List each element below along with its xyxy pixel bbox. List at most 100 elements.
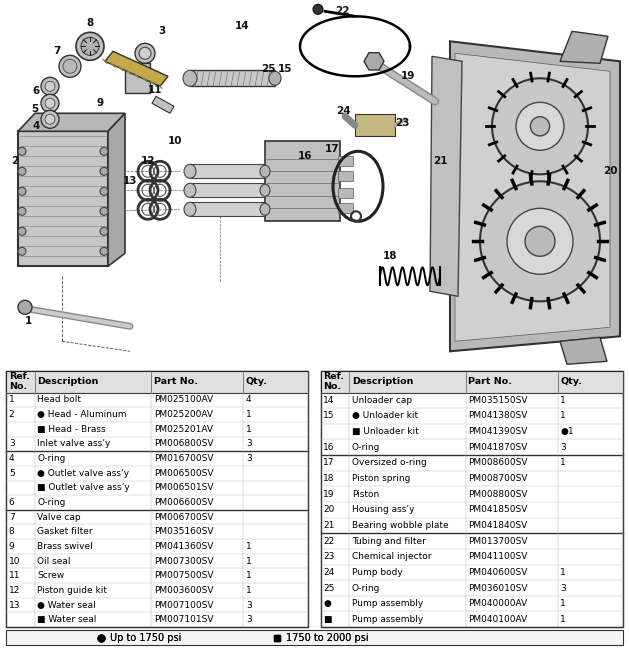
Text: Piston guide kit: Piston guide kit xyxy=(38,586,108,595)
Ellipse shape xyxy=(100,167,108,176)
Text: PM036010SV: PM036010SV xyxy=(468,583,528,592)
Text: 24: 24 xyxy=(323,568,335,577)
Text: ●1: ●1 xyxy=(560,427,574,436)
Circle shape xyxy=(525,226,555,257)
Text: 14: 14 xyxy=(235,21,249,31)
Text: PM041360SV: PM041360SV xyxy=(153,542,213,551)
Text: 17: 17 xyxy=(323,458,335,467)
Polygon shape xyxy=(18,113,125,132)
Bar xyxy=(355,114,395,136)
Text: ● Water seal: ● Water seal xyxy=(38,601,96,610)
Text: 8: 8 xyxy=(86,18,94,29)
Text: PM006501SV: PM006501SV xyxy=(153,483,213,492)
Ellipse shape xyxy=(183,70,197,86)
Ellipse shape xyxy=(100,207,108,215)
Text: Tubing and filter: Tubing and filter xyxy=(352,537,426,546)
Text: PM041840SV: PM041840SV xyxy=(468,521,528,530)
Polygon shape xyxy=(430,56,462,296)
Text: PM006800SV: PM006800SV xyxy=(153,439,213,448)
Text: 1: 1 xyxy=(246,542,252,551)
Bar xyxy=(6,630,623,645)
Text: Unloader cap: Unloader cap xyxy=(352,396,412,405)
Text: 1: 1 xyxy=(560,615,566,624)
Circle shape xyxy=(313,5,323,14)
Polygon shape xyxy=(108,113,125,266)
Text: PM025200AV: PM025200AV xyxy=(153,410,213,419)
Text: Oversized o-ring: Oversized o-ring xyxy=(352,458,426,467)
Text: 12: 12 xyxy=(9,586,20,595)
Text: 2: 2 xyxy=(11,156,19,167)
Circle shape xyxy=(45,114,55,124)
Bar xyxy=(190,202,265,216)
Text: O-ring: O-ring xyxy=(38,454,66,463)
Text: 1: 1 xyxy=(246,424,252,434)
Text: ■ Outlet valve ass’y: ■ Outlet valve ass’y xyxy=(38,483,130,492)
Polygon shape xyxy=(455,53,610,341)
Circle shape xyxy=(480,181,600,301)
Ellipse shape xyxy=(260,203,270,215)
Circle shape xyxy=(135,43,155,64)
Text: PM041100SV: PM041100SV xyxy=(468,552,528,561)
Text: 20: 20 xyxy=(323,505,335,515)
Polygon shape xyxy=(152,97,174,113)
Text: 23: 23 xyxy=(395,119,409,128)
Text: 22: 22 xyxy=(335,6,349,16)
Circle shape xyxy=(81,38,99,55)
Bar xyxy=(6,371,308,627)
Circle shape xyxy=(516,102,564,150)
Bar xyxy=(338,189,353,198)
Ellipse shape xyxy=(184,202,196,216)
Text: PM003600SV: PM003600SV xyxy=(153,586,213,595)
Text: 3: 3 xyxy=(560,443,566,452)
Text: 6: 6 xyxy=(32,86,40,97)
Text: 11: 11 xyxy=(9,572,20,581)
Text: 13: 13 xyxy=(9,601,20,610)
Text: 19: 19 xyxy=(401,71,415,81)
Text: 1: 1 xyxy=(25,316,31,327)
Ellipse shape xyxy=(18,167,26,176)
Ellipse shape xyxy=(184,165,196,178)
Text: 7: 7 xyxy=(53,46,60,56)
Text: PM035160SV: PM035160SV xyxy=(153,527,213,537)
Text: 23: 23 xyxy=(323,552,335,561)
Text: ■ Head - Brass: ■ Head - Brass xyxy=(38,424,106,434)
Circle shape xyxy=(41,95,59,112)
Text: 16: 16 xyxy=(323,443,335,452)
Text: O-ring: O-ring xyxy=(352,583,381,592)
Text: ■ Water seal: ■ Water seal xyxy=(38,615,97,624)
Text: 16: 16 xyxy=(298,151,312,161)
Text: 3: 3 xyxy=(560,583,566,592)
Text: 4: 4 xyxy=(32,121,40,132)
Text: 3: 3 xyxy=(246,454,252,463)
Ellipse shape xyxy=(100,227,108,235)
Text: Description: Description xyxy=(352,377,413,386)
Text: PM025201AV: PM025201AV xyxy=(153,424,213,434)
Text: 24: 24 xyxy=(336,106,350,116)
Polygon shape xyxy=(105,51,168,86)
Ellipse shape xyxy=(100,147,108,156)
Text: 25: 25 xyxy=(261,64,276,75)
Text: 6: 6 xyxy=(9,498,14,507)
Text: Pump body: Pump body xyxy=(352,568,403,577)
Text: 1: 1 xyxy=(246,586,252,595)
Text: Chemical injector: Chemical injector xyxy=(352,552,431,561)
Text: 10: 10 xyxy=(9,557,20,566)
Text: Brass swivel: Brass swivel xyxy=(38,542,93,551)
Bar xyxy=(338,171,353,181)
Text: Gasket filter: Gasket filter xyxy=(38,527,93,537)
Bar xyxy=(321,371,623,393)
Ellipse shape xyxy=(18,227,26,235)
Bar xyxy=(6,371,308,393)
Text: 3: 3 xyxy=(246,615,252,624)
Text: PM008700SV: PM008700SV xyxy=(468,474,528,483)
Text: ● Head - Aluminum: ● Head - Aluminum xyxy=(38,410,127,419)
Text: 1: 1 xyxy=(246,557,252,566)
Text: 11: 11 xyxy=(148,86,162,95)
Text: 1: 1 xyxy=(560,458,566,467)
Text: 1750 to 2000 psi: 1750 to 2000 psi xyxy=(286,633,369,643)
Text: Screw: Screw xyxy=(38,572,65,581)
Polygon shape xyxy=(560,338,607,364)
Text: PM008600SV: PM008600SV xyxy=(468,458,528,467)
Text: 3: 3 xyxy=(246,601,252,610)
Ellipse shape xyxy=(18,207,26,215)
